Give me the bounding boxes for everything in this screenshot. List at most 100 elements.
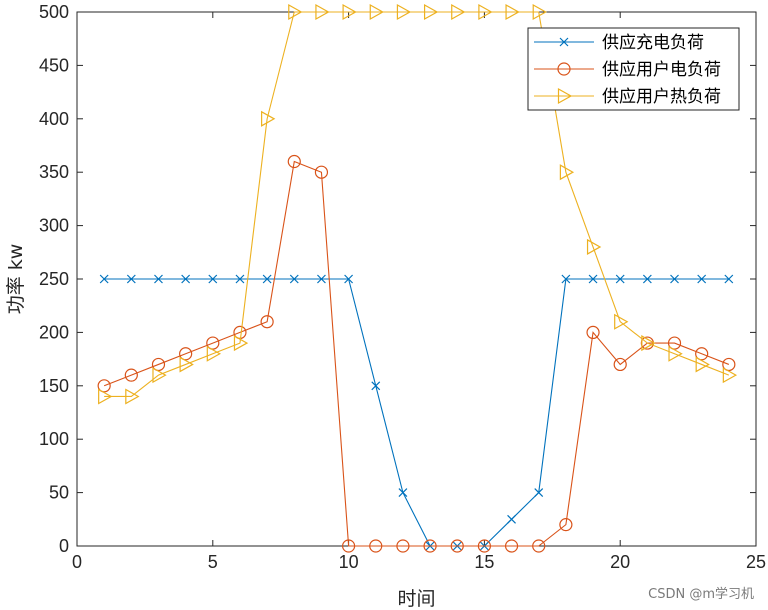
- data-point-marker: [262, 274, 272, 284]
- data-point-marker: [371, 381, 381, 391]
- data-point-marker: [261, 110, 276, 127]
- data-point-marker: [532, 539, 546, 553]
- data-point-marker: [667, 336, 682, 350]
- data-point-marker: [423, 539, 437, 553]
- series-3: [98, 3, 738, 405]
- series-2: [97, 154, 736, 553]
- y-tick-label: 100: [39, 429, 69, 449]
- data-point-marker: [179, 356, 194, 373]
- data-point-marker: [507, 514, 516, 524]
- data-point-marker: [126, 274, 136, 284]
- data-point-marker: [181, 274, 191, 284]
- series-line: [104, 11, 730, 398]
- data-point-marker: [233, 335, 249, 352]
- data-point-marker: [344, 274, 354, 284]
- data-point-marker: [614, 313, 629, 330]
- data-point-marker: [478, 3, 493, 21]
- data-point-marker: [722, 367, 738, 384]
- legend-label: 供应充电负荷: [602, 33, 704, 53]
- data-point-marker: [451, 3, 466, 21]
- data-point-marker: [477, 539, 491, 553]
- data-point-marker: [342, 3, 357, 21]
- data-point-marker: [557, 62, 571, 76]
- data-point-marker: [208, 274, 218, 284]
- y-tick-label: 500: [39, 2, 69, 22]
- y-tick-label: 300: [39, 216, 69, 236]
- data-point-marker: [154, 274, 163, 284]
- y-tick-label: 200: [39, 322, 69, 342]
- data-point-marker: [697, 274, 707, 284]
- data-point-marker: [314, 165, 329, 179]
- data-point-marker: [559, 37, 569, 47]
- data-point-marker: [369, 3, 384, 21]
- data-point-marker: [124, 368, 138, 382]
- x-tick-label: 5: [208, 552, 218, 572]
- x-tick-label: 15: [474, 552, 494, 572]
- data-point-marker: [615, 274, 625, 284]
- y-tick-label: 400: [39, 109, 69, 129]
- x-tick-label: 20: [610, 552, 630, 572]
- data-point-marker: [695, 347, 709, 361]
- series-line: [104, 278, 729, 547]
- data-point-marker: [642, 274, 652, 284]
- data-point-marker: [315, 3, 330, 21]
- data-point-marker: [152, 367, 167, 384]
- data-point-marker: [287, 154, 301, 169]
- data-point-marker: [534, 488, 544, 498]
- legend-label: 供应用户电负荷: [602, 60, 721, 80]
- data-point-marker: [369, 539, 383, 553]
- data-point-marker: [557, 87, 573, 105]
- data-point-marker: [151, 357, 166, 372]
- data-point-marker: [504, 539, 519, 553]
- data-point-marker: [342, 539, 356, 553]
- data-point-marker: [450, 539, 464, 553]
- data-point-marker: [586, 325, 600, 339]
- data-point-marker: [396, 539, 410, 553]
- x-axis-label: 时间: [397, 588, 435, 610]
- data-point-marker: [206, 345, 222, 362]
- x-tick-label: 25: [746, 552, 766, 572]
- series-layer: [97, 3, 738, 553]
- data-point-marker: [722, 357, 736, 372]
- watermark-text: CSDN @m学习机: [648, 587, 754, 602]
- data-point-marker: [559, 518, 573, 532]
- data-point-marker: [613, 357, 627, 372]
- data-point-marker: [396, 3, 412, 21]
- data-point-marker: [398, 488, 408, 498]
- data-point-marker: [532, 3, 547, 21]
- data-point-marker: [641, 335, 656, 352]
- y-axis-label: 功率 kw: [5, 244, 27, 315]
- data-point-marker: [559, 164, 575, 181]
- data-point-marker: [233, 325, 247, 339]
- legend-label: 供应用户热负荷: [602, 87, 721, 107]
- data-point-marker: [317, 274, 326, 284]
- data-point-marker: [235, 274, 245, 284]
- data-point-marker: [260, 315, 274, 329]
- y-tick-label: 250: [39, 269, 69, 289]
- x-tick-label: 10: [339, 552, 359, 572]
- y-tick-label: 150: [39, 376, 69, 396]
- y-tick-label: 350: [39, 162, 69, 182]
- data-point-marker: [588, 274, 598, 284]
- data-point-marker: [288, 3, 303, 21]
- data-point-marker: [586, 238, 602, 255]
- data-point-marker: [289, 274, 299, 284]
- x-tick-label: 0: [72, 552, 82, 572]
- series-1: [99, 274, 734, 551]
- data-point-marker: [97, 379, 111, 393]
- y-tick-label: 50: [49, 483, 69, 503]
- data-point-marker: [179, 347, 193, 361]
- data-point-marker: [505, 3, 520, 21]
- data-point-marker: [98, 388, 113, 405]
- data-point-marker: [668, 345, 683, 362]
- data-point-marker: [423, 3, 439, 21]
- y-tick-label: 450: [39, 55, 69, 75]
- data-point-marker: [724, 274, 734, 284]
- y-tick-label: 0: [59, 536, 69, 556]
- data-point-marker: [99, 274, 109, 284]
- data-point-marker: [695, 356, 710, 373]
- data-point-marker: [670, 274, 679, 284]
